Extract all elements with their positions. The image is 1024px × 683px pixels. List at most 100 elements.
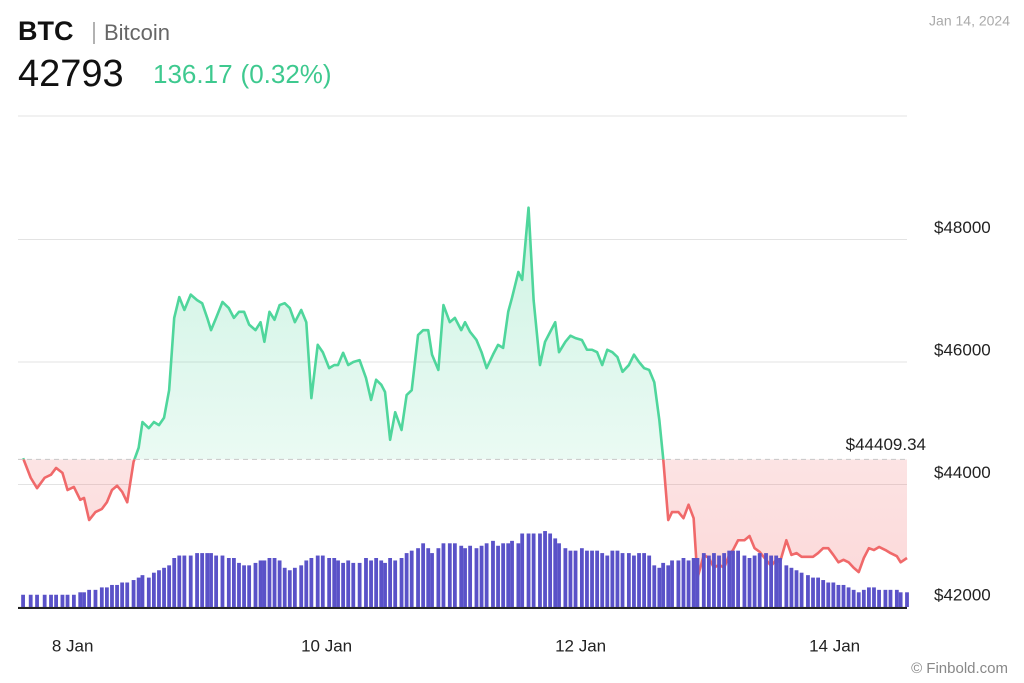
y-tick-label: $44000 xyxy=(934,463,991,482)
volume-bar xyxy=(304,560,309,607)
volume-bar xyxy=(393,560,398,607)
volume-bar xyxy=(282,567,287,607)
volume-bar xyxy=(861,589,866,607)
volume-bar xyxy=(49,594,53,607)
volume-bar xyxy=(712,553,716,607)
volume-bar xyxy=(327,558,332,607)
volume-bar xyxy=(426,548,431,607)
volume-bar xyxy=(110,584,114,607)
volume-bar xyxy=(553,538,558,607)
volume-bar xyxy=(610,550,615,607)
volume-bar xyxy=(351,562,356,607)
volume-bar xyxy=(816,577,820,607)
volume-bar xyxy=(717,555,721,607)
volume-bar xyxy=(232,558,236,607)
volume-bar xyxy=(595,550,600,607)
volume-bar xyxy=(585,550,589,607)
volume-bar xyxy=(364,558,368,607)
volume-bar xyxy=(657,567,662,607)
symbol: BTC xyxy=(18,16,74,46)
volume-bar xyxy=(872,587,876,607)
volume-bar xyxy=(136,577,141,607)
volume-bar xyxy=(615,550,620,607)
volume-bar xyxy=(399,558,404,607)
volume-bar xyxy=(447,543,452,607)
volume-bar xyxy=(686,560,691,607)
volume-bar xyxy=(856,592,861,607)
volume-bar xyxy=(267,558,272,607)
volume-bar xyxy=(731,550,735,607)
volume-bar xyxy=(214,555,219,607)
volume-bar xyxy=(831,582,836,607)
volume-bar xyxy=(632,555,636,607)
price: 42793 xyxy=(18,53,124,95)
volume-bar xyxy=(357,562,362,607)
volume-bar xyxy=(484,543,489,607)
volume-bar xyxy=(510,540,514,607)
y-tick-label: $42000 xyxy=(934,585,991,604)
volume-bar xyxy=(543,531,547,607)
volume-bar xyxy=(506,543,511,607)
volume-bar xyxy=(841,584,846,607)
volume-bar xyxy=(374,558,379,607)
volume-bar xyxy=(794,570,799,607)
volume-bar xyxy=(125,582,130,607)
x-tick-label: 12 Jan xyxy=(555,636,606,655)
volume-bar xyxy=(637,553,641,607)
volume-bar xyxy=(292,567,297,607)
volume-bar xyxy=(531,533,536,607)
volume-bar xyxy=(557,543,561,607)
volume-bar xyxy=(54,594,58,607)
volume-bar xyxy=(60,594,65,607)
volume-bar xyxy=(806,575,810,607)
volume-bar xyxy=(21,594,25,607)
volume-bar xyxy=(526,533,531,607)
volume-bar xyxy=(563,548,568,607)
volume-bar xyxy=(346,560,351,607)
volume-bar xyxy=(676,560,681,607)
x-tick-label: 10 Jan xyxy=(301,636,352,655)
volume-bar xyxy=(764,553,768,607)
volume-bar xyxy=(691,558,696,607)
area-below xyxy=(23,459,907,579)
volume-bar xyxy=(309,558,314,607)
asset-name: Bitcoin xyxy=(104,20,170,45)
volume-bar xyxy=(188,555,193,607)
volume-bar xyxy=(474,548,479,607)
volume-bar xyxy=(452,543,457,607)
volume-bar xyxy=(195,553,199,607)
volume-bar xyxy=(747,558,752,607)
volume-bar xyxy=(661,562,666,607)
volume-bar xyxy=(182,555,187,607)
volume-bar xyxy=(379,560,384,607)
volume-bar xyxy=(501,543,506,607)
volume-bar xyxy=(695,558,700,607)
price-change-percent: (0.32%) xyxy=(241,59,332,89)
volume-bar xyxy=(757,553,762,607)
volume-bar xyxy=(799,572,804,607)
volume-bar xyxy=(35,594,39,607)
volume-bar xyxy=(157,570,161,607)
volume-bar xyxy=(774,555,779,607)
volume-bar xyxy=(905,592,909,607)
volume-bar xyxy=(778,558,782,607)
volume-bar xyxy=(220,555,225,607)
volume-bar xyxy=(151,572,156,607)
volume-bar xyxy=(479,545,484,607)
line-above xyxy=(21,206,665,460)
volume-bar xyxy=(727,550,732,607)
volume-bar xyxy=(826,582,831,607)
volume-bar xyxy=(706,555,711,607)
volume-bar xyxy=(722,553,727,607)
volume-bar xyxy=(605,555,610,607)
volume-bar xyxy=(681,558,686,607)
volume-bar xyxy=(258,560,263,607)
volume-bar xyxy=(769,555,774,607)
volume-bar xyxy=(670,560,674,607)
volume-bar xyxy=(287,570,292,607)
volume-bar xyxy=(388,558,393,607)
volume-bar xyxy=(652,565,657,607)
volume-bar xyxy=(65,594,70,607)
volume-bar xyxy=(436,548,441,607)
